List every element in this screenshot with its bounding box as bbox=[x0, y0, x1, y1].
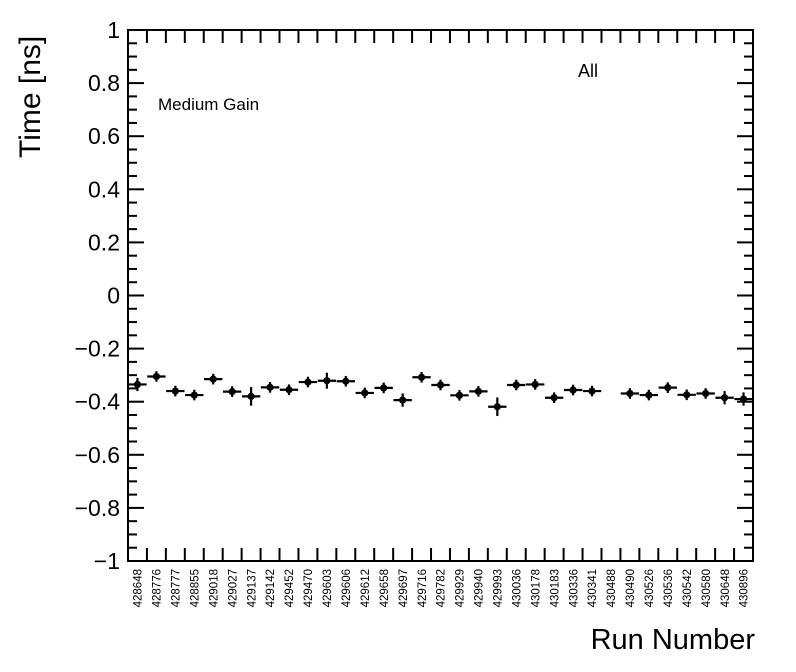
x-category-label: 430896 bbox=[739, 569, 751, 607]
data-point bbox=[209, 375, 217, 383]
x-category-label: 429606 bbox=[341, 569, 353, 607]
data-point bbox=[493, 403, 501, 411]
x-category-label: 429993 bbox=[493, 569, 505, 607]
x-category-label: 429716 bbox=[417, 569, 429, 607]
x-category-label: 429782 bbox=[436, 569, 448, 607]
x-category-label: 430542 bbox=[682, 569, 694, 607]
x-category-label: 430536 bbox=[663, 569, 675, 607]
data-point bbox=[436, 381, 445, 389]
data-point bbox=[512, 381, 520, 389]
x-category-label: 429018 bbox=[208, 569, 220, 607]
x-category-label: 428776 bbox=[152, 569, 164, 607]
y-tick-label: 0.4 bbox=[88, 176, 120, 202]
data-point bbox=[380, 384, 388, 392]
x-axis-title: Run Number bbox=[590, 624, 755, 656]
x-category-label: 429470 bbox=[303, 569, 315, 607]
x-category-label: 430341 bbox=[587, 569, 599, 607]
x-category-label: 429452 bbox=[284, 569, 296, 607]
data-point bbox=[152, 372, 161, 381]
x-category-label: 428855 bbox=[189, 569, 201, 607]
data-point bbox=[266, 383, 274, 391]
data-point bbox=[664, 384, 672, 392]
x-category-label: 430490 bbox=[625, 569, 637, 607]
data-point bbox=[285, 386, 293, 394]
data-point bbox=[361, 389, 369, 397]
data-point bbox=[228, 388, 236, 396]
data-point bbox=[550, 394, 558, 402]
y-tick-label: −0.2 bbox=[75, 336, 120, 362]
data-point bbox=[531, 380, 539, 389]
data-point bbox=[133, 380, 142, 389]
y-tick-label: −0.8 bbox=[75, 495, 120, 521]
data-point bbox=[455, 391, 464, 399]
y-tick-label: 1 bbox=[107, 17, 120, 43]
data-point bbox=[190, 391, 198, 399]
y-tick-label: 0.2 bbox=[88, 229, 120, 255]
data-point bbox=[739, 395, 748, 403]
x-category-label: 430336 bbox=[568, 569, 580, 607]
y-tick-label: −0.4 bbox=[75, 389, 121, 415]
data-point bbox=[304, 378, 312, 386]
x-category-label: 430580 bbox=[701, 569, 713, 607]
y-axis-title: Time [ns] bbox=[14, 35, 47, 158]
data-point bbox=[247, 392, 255, 400]
x-category-label: 429137 bbox=[246, 569, 258, 607]
annotation-medium-gain: Medium Gain bbox=[158, 95, 260, 114]
data-point bbox=[474, 387, 482, 395]
x-category-label: 430526 bbox=[644, 569, 656, 607]
y-tick-label: 0 bbox=[107, 283, 120, 309]
x-category-label: 429603 bbox=[322, 569, 334, 607]
x-category-label: 429940 bbox=[474, 569, 486, 607]
data-point bbox=[702, 389, 710, 398]
x-category-label: 430036 bbox=[511, 569, 523, 607]
data-point bbox=[417, 373, 426, 381]
x-category-label: 429027 bbox=[227, 569, 239, 607]
y-tick-label: −1 bbox=[94, 548, 120, 574]
x-category-label: 428648 bbox=[133, 569, 145, 607]
data-point bbox=[399, 396, 407, 404]
data-point bbox=[323, 377, 331, 385]
data-point bbox=[720, 394, 729, 402]
annotation-all: All bbox=[578, 61, 599, 81]
x-category-label: 429658 bbox=[379, 569, 391, 607]
y-tick-label: 0.6 bbox=[88, 123, 120, 149]
x-category-label: 428777 bbox=[171, 569, 183, 607]
data-point bbox=[171, 387, 179, 395]
x-category-label: 429612 bbox=[360, 569, 372, 607]
y-tick-label: −0.6 bbox=[75, 442, 120, 468]
data-point bbox=[626, 389, 634, 398]
data-point bbox=[588, 387, 596, 395]
x-category-label: 430488 bbox=[606, 569, 618, 607]
data-point bbox=[683, 391, 691, 399]
x-category-label: 429929 bbox=[455, 569, 467, 607]
x-category-label: 429697 bbox=[398, 569, 410, 607]
data-point bbox=[645, 391, 653, 399]
x-category-label: 430183 bbox=[549, 569, 561, 607]
data-point bbox=[342, 377, 350, 385]
y-tick-label: 0.8 bbox=[88, 70, 120, 96]
x-category-label: 430648 bbox=[720, 569, 732, 607]
x-category-label: 430178 bbox=[530, 569, 542, 607]
x-category-label: 429142 bbox=[265, 569, 277, 607]
data-point bbox=[569, 386, 577, 394]
